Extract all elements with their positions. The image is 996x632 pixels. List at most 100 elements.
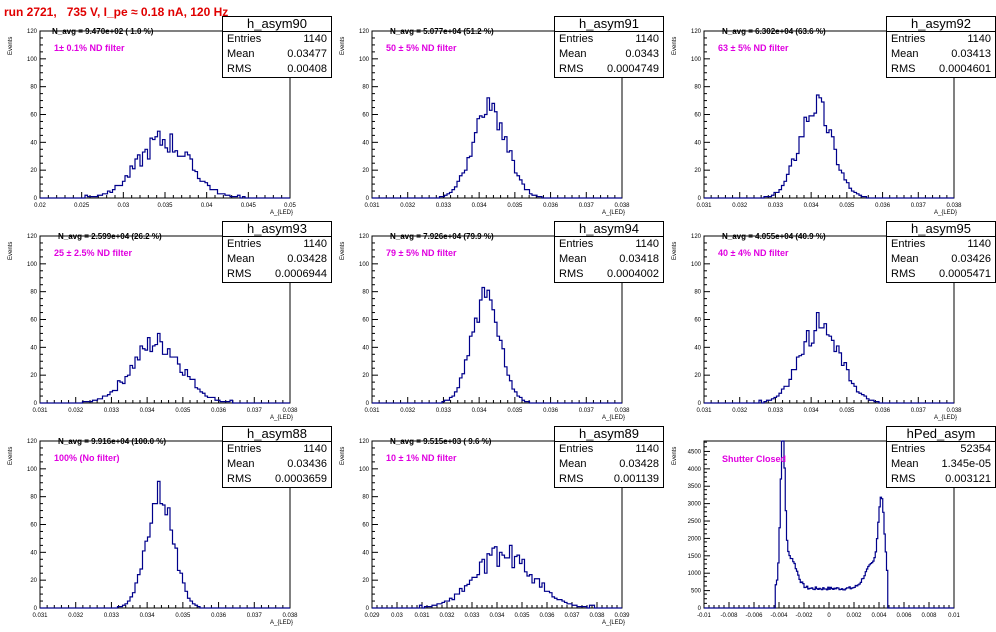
x-tick-label: 0.037 [247, 408, 263, 414]
stat-row-entries: Entries 1140 [223, 237, 331, 252]
y-tick-label: 120 [691, 29, 702, 35]
stat-label-mean: Mean [227, 48, 255, 60]
stat-label-entries: Entries [227, 443, 262, 455]
y-tick-label: 80 [30, 85, 37, 91]
x-tick-label: 0.04 [201, 203, 213, 209]
stat-label-entries: Entries [891, 443, 926, 455]
stat-label-rms: RMS [891, 268, 916, 280]
x-tick-label: 0.035 [839, 203, 855, 209]
y-tick-label: 3000 [688, 502, 702, 508]
x-tick-label: 0.037 [564, 613, 580, 619]
y-tick-label: 20 [694, 168, 701, 174]
x-tick-label: 0.029 [364, 613, 380, 619]
x-tick-label: 0.038 [614, 408, 630, 414]
navg-label: N_avg = 9.470e+02 ( 1.0 %) [52, 27, 154, 36]
y-tick-label: 100 [691, 262, 702, 268]
stat-row-rms: RMS 0.0004601 [887, 62, 995, 77]
stat-label-rms: RMS [559, 473, 584, 485]
stat-value-entries: 1140 [635, 443, 659, 455]
histogram-pad-h_asym91: 0.031 0.032 0.033 0.034 0.035 0.036 0.037 0.038… [332, 15, 664, 222]
stats-box: Entries 1140 Mean 0.03428 RMS 0.001139 [554, 441, 664, 488]
x-tick-label: 0.035 [175, 408, 191, 414]
x-tick-label: 0.034 [472, 408, 488, 414]
x-tick-label: 0.036 [211, 613, 227, 619]
y-tick-label: 2500 [688, 519, 702, 525]
stat-row-mean: Mean 0.03428 [555, 457, 663, 472]
x-tick-label: 0.036 [543, 408, 559, 414]
x-tick-label: 0.008 [921, 613, 937, 619]
y-tick-label: 80 [694, 85, 701, 91]
stats-box: Entries 1140 Mean 0.0343 RMS 0.0004749 [554, 31, 664, 78]
histogram-plot: 0.031 0.032 0.033 0.034 0.035 0.036 0.037 0.038… [359, 29, 630, 209]
y-tick-label: 0 [34, 196, 38, 202]
x-tick-label: 0.031 [696, 203, 712, 209]
stat-label-mean: Mean [559, 48, 587, 60]
y-tick-label: 40 [694, 140, 701, 146]
histogram-line [704, 440, 954, 609]
stat-label-mean: Mean [559, 253, 587, 265]
histogram-pad-h_asym93: 0.031 0.032 0.033 0.034 0.035 0.036 0.037 0.038… [0, 220, 332, 427]
x-tick-label: 0.037 [247, 613, 263, 619]
filter-label: 40 ± 4% ND filter [718, 248, 789, 258]
x-axis-title: A_{LED} [270, 415, 294, 421]
x-tick-label: 0.036 [539, 613, 555, 619]
histogram-plot: 0.031 0.032 0.033 0.034 0.035 0.036 0.037 0.038… [691, 234, 962, 414]
histogram-title: h_asym95 [886, 221, 996, 237]
y-tick-label: 20 [694, 373, 701, 379]
y-tick-label: 20 [362, 373, 369, 379]
stat-row-mean: Mean 1.345e-05 [887, 457, 995, 472]
navg-label: N_avg = 9.916e+04 (100.0 %) [58, 437, 167, 446]
y-tick-label: 60 [694, 113, 701, 119]
x-tick-label: 0.032 [400, 408, 416, 414]
y-tick-label: 40 [362, 345, 369, 351]
stat-value-rms: 0.0004749 [607, 63, 659, 75]
x-tick-label: 0.035 [157, 203, 173, 209]
x-tick-label: 0.031 [364, 408, 380, 414]
navg-label: N_avg = 6.302e+04 (63.6 %) [722, 27, 826, 36]
x-tick-label: 0.034 [472, 203, 488, 209]
y-axis-title: Events [340, 36, 346, 55]
stat-label-mean: Mean [227, 458, 255, 470]
x-tick-label: 0.03 [117, 203, 129, 209]
filter-label: 1± 0.1% ND filter [54, 43, 125, 53]
stat-value-mean: 0.03477 [287, 48, 327, 60]
stat-value-rms: 0.0006944 [275, 268, 327, 280]
stat-value-mean: 0.03436 [287, 458, 327, 470]
y-tick-label: 80 [30, 495, 37, 501]
stat-row-mean: Mean 0.03413 [887, 47, 995, 62]
stat-row-rms: RMS 0.0004749 [555, 62, 663, 77]
stat-value-entries: 1140 [303, 238, 327, 250]
stat-value-rms: 0.0004601 [939, 63, 991, 75]
y-tick-label: 60 [30, 523, 37, 529]
x-tick-label: 0.033 [436, 203, 452, 209]
stat-label-rms: RMS [891, 473, 916, 485]
stat-row-rms: RMS 0.0004002 [555, 267, 663, 282]
filter-label: 50 ± 5% ND filter [386, 43, 457, 53]
y-tick-label: 0 [34, 606, 38, 612]
x-tick-label: 0.004 [871, 613, 887, 619]
x-tick-label: 0.038 [614, 203, 630, 209]
stat-row-mean: Mean 0.03426 [887, 252, 995, 267]
filter-label: 63 ± 5% ND filter [718, 43, 789, 53]
histogram-title: h_asym89 [554, 426, 664, 442]
x-axis-title: A_{LED} [934, 415, 958, 421]
stat-label-entries: Entries [891, 238, 926, 250]
x-tick-label: 0.033 [768, 408, 784, 414]
y-tick-label: 1500 [688, 554, 702, 560]
histogram-line [40, 332, 290, 404]
stat-label-rms: RMS [891, 63, 916, 75]
histogram-plot: 0.029 0.03 0.031 0.032 0.033 0.034 0.035 0.036 0… [359, 439, 630, 619]
stat-value-entries: 1140 [635, 238, 659, 250]
stat-value-rms: 0.0004002 [607, 268, 659, 280]
y-tick-label: 40 [694, 345, 701, 351]
y-tick-label: 40 [362, 140, 369, 146]
y-tick-label: 40 [362, 550, 369, 556]
stat-label-rms: RMS [559, 268, 584, 280]
x-tick-label: 0.034 [489, 613, 505, 619]
x-tick-label: 0.025 [74, 203, 90, 209]
y-tick-label: 0 [366, 401, 370, 407]
y-tick-label: 80 [362, 495, 369, 501]
y-tick-label: 2000 [688, 536, 702, 542]
navg-label: N_avg = 2.599e+04 (26.2 %) [58, 232, 162, 241]
stat-label-rms: RMS [559, 63, 584, 75]
